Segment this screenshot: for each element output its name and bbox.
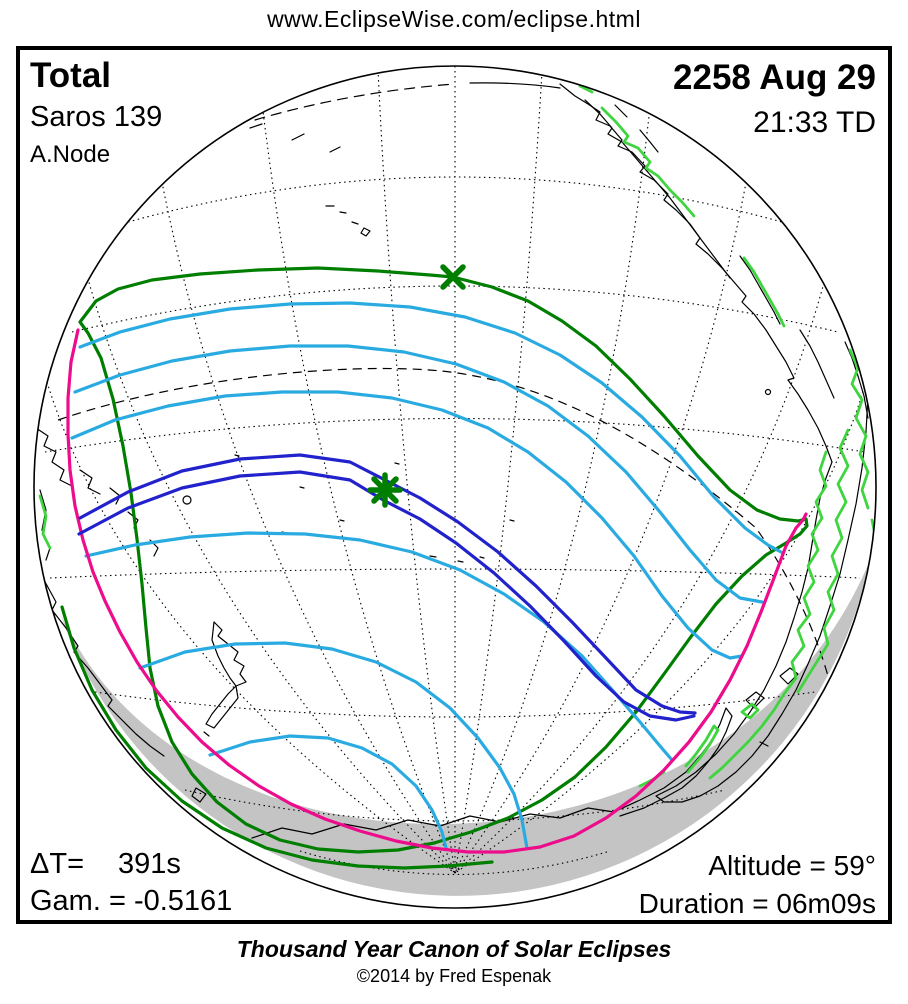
coastlines (34, 82, 869, 839)
graticule (44, 66, 867, 876)
eclipse-info-bottom-left: ΔT= 391s Gam. = -0.5161 (30, 848, 232, 923)
asterisk-marker (367, 472, 403, 508)
delta-t-label: ΔT= (30, 848, 85, 880)
gamma-value: Gam. = -0.5161 (30, 885, 233, 918)
penumbra-limit-curves (60, 266, 809, 870)
rise-set-curve (66, 328, 808, 854)
coastline-highlights (38, 84, 876, 788)
site-url[interactable]: www.EclipseWise.com/eclipse.html (267, 6, 641, 32)
copyright-notice: ©2014 by Fred Espenak (356, 966, 552, 986)
delta-t-value: 391s (118, 848, 181, 880)
eclipse-info-top-left: Total Saros 139 A.Node (30, 56, 162, 169)
duration-value: Duration = 06m09s (638, 888, 876, 920)
globe-outline (33, 65, 877, 909)
eclipse-info-top-right: 2258 Aug 29 21:33 TD (673, 58, 876, 140)
totality-path-curves (77, 453, 697, 722)
node-label: A.Node (30, 140, 111, 168)
eclipse-time: 21:33 TD (753, 106, 876, 140)
eclipse-date: 2258 Aug 29 (673, 58, 876, 97)
eclipse-type: Total (30, 56, 112, 95)
delta-t-row: ΔT= 391s (30, 848, 232, 880)
x-marker (440, 264, 466, 290)
saros-number: Saros 139 (30, 101, 163, 134)
eclipse-info-bottom-right: Altitude = 59° Duration = 06m09s (639, 850, 876, 927)
altitude-value: Altitude = 59° (708, 850, 876, 881)
magnitude-isolines (70, 301, 783, 850)
night-shadow-region (60, 560, 870, 896)
canon-series-title: Thousand Year Canon of Solar Eclipses (236, 936, 672, 962)
